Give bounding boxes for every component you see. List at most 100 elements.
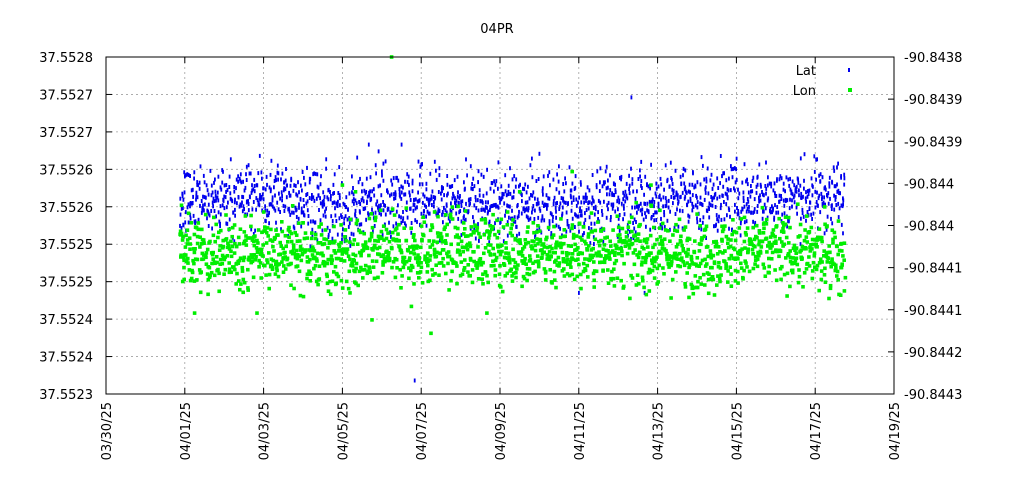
lon-point (538, 229, 542, 233)
lat-point (591, 195, 594, 200)
lon-point (203, 212, 208, 217)
lon-point (390, 230, 395, 235)
lon-point (276, 233, 280, 237)
lat-point (752, 210, 754, 215)
lat-point (460, 233, 463, 238)
lat-point (270, 158, 273, 163)
lon-point (823, 266, 827, 271)
lat-point (407, 174, 410, 179)
lat-point (513, 215, 516, 220)
lon-point (281, 257, 286, 261)
lon-point (464, 245, 468, 250)
lon-point (571, 257, 575, 262)
lon-point (287, 235, 291, 240)
lon-point (579, 272, 583, 277)
lon-point (348, 217, 353, 222)
lon-point (425, 270, 430, 274)
lon-point (699, 242, 703, 247)
lon-outlier-point (409, 304, 414, 309)
lat-point (816, 157, 818, 162)
lat-point (687, 213, 690, 218)
lat-point (613, 193, 616, 198)
lon-point (252, 253, 256, 257)
lon-point (181, 234, 185, 239)
lat-point (191, 187, 194, 192)
lat-point (266, 182, 268, 187)
lat-point (491, 204, 493, 208)
lon-point (263, 229, 267, 233)
lon-point (706, 291, 711, 296)
lat-point (217, 198, 220, 203)
lon-point (828, 250, 832, 255)
lat-point (724, 191, 727, 196)
lon-point (373, 215, 378, 219)
lat-point (346, 217, 349, 222)
lon-point (182, 258, 186, 263)
lat-point (549, 211, 552, 216)
lon-point (368, 270, 372, 274)
lat-point (610, 202, 613, 207)
lon-point (674, 270, 678, 274)
lat-point (380, 193, 383, 198)
lat-point (700, 227, 703, 232)
lat-point (547, 196, 550, 201)
lat-point (359, 176, 361, 181)
lat-point (214, 193, 217, 198)
lat-point (274, 208, 277, 213)
lat-point (779, 174, 782, 179)
lon-point (366, 269, 370, 273)
lon-point (188, 247, 192, 251)
lon-point (390, 246, 394, 250)
lon-point (214, 222, 218, 227)
lat-point (552, 202, 555, 207)
lat-point (739, 221, 742, 226)
right-tick-label: -90.8439 (904, 93, 962, 108)
lon-point (638, 222, 642, 227)
lon-point (730, 232, 734, 237)
lon-point (236, 235, 241, 240)
lat-point (422, 192, 425, 197)
lat-point (418, 182, 421, 187)
lat-point (349, 243, 352, 248)
lon-point (836, 252, 840, 257)
lon-point (787, 241, 791, 245)
lon-point (411, 235, 416, 239)
lat-point (192, 194, 194, 199)
lon-point (808, 245, 812, 249)
lat-point (459, 209, 462, 213)
lon-point (612, 267, 616, 271)
lat-point (441, 210, 444, 214)
lon-point (651, 245, 655, 250)
lon-point (295, 256, 300, 261)
lat-point (240, 180, 243, 185)
lat-point (423, 203, 426, 208)
lon-point (223, 238, 228, 242)
lat-point (363, 207, 365, 211)
lon-point (348, 257, 352, 262)
lon-point (511, 271, 516, 276)
lon-point (339, 278, 344, 283)
lat-point (616, 199, 619, 204)
lat-point (746, 177, 748, 182)
lat-point (723, 200, 725, 204)
lat-point (521, 199, 523, 204)
lat-point (671, 177, 673, 182)
lat-point (243, 207, 245, 212)
lon-point (426, 252, 430, 256)
lat-point (397, 203, 399, 208)
lon-point (493, 232, 497, 237)
lat-point (657, 184, 660, 189)
lon-outlier-point (429, 331, 433, 336)
lon-point (561, 257, 566, 261)
lon-point (564, 260, 568, 264)
lat-point (371, 189, 373, 194)
lat-point (726, 194, 729, 199)
lon-point (238, 256, 243, 260)
lat-point (351, 174, 353, 179)
lon-point (751, 266, 756, 271)
lon-point (568, 260, 573, 264)
lon-point (811, 260, 816, 265)
lat-point (506, 220, 509, 225)
lat-point (707, 205, 710, 210)
lat-point (699, 218, 702, 223)
